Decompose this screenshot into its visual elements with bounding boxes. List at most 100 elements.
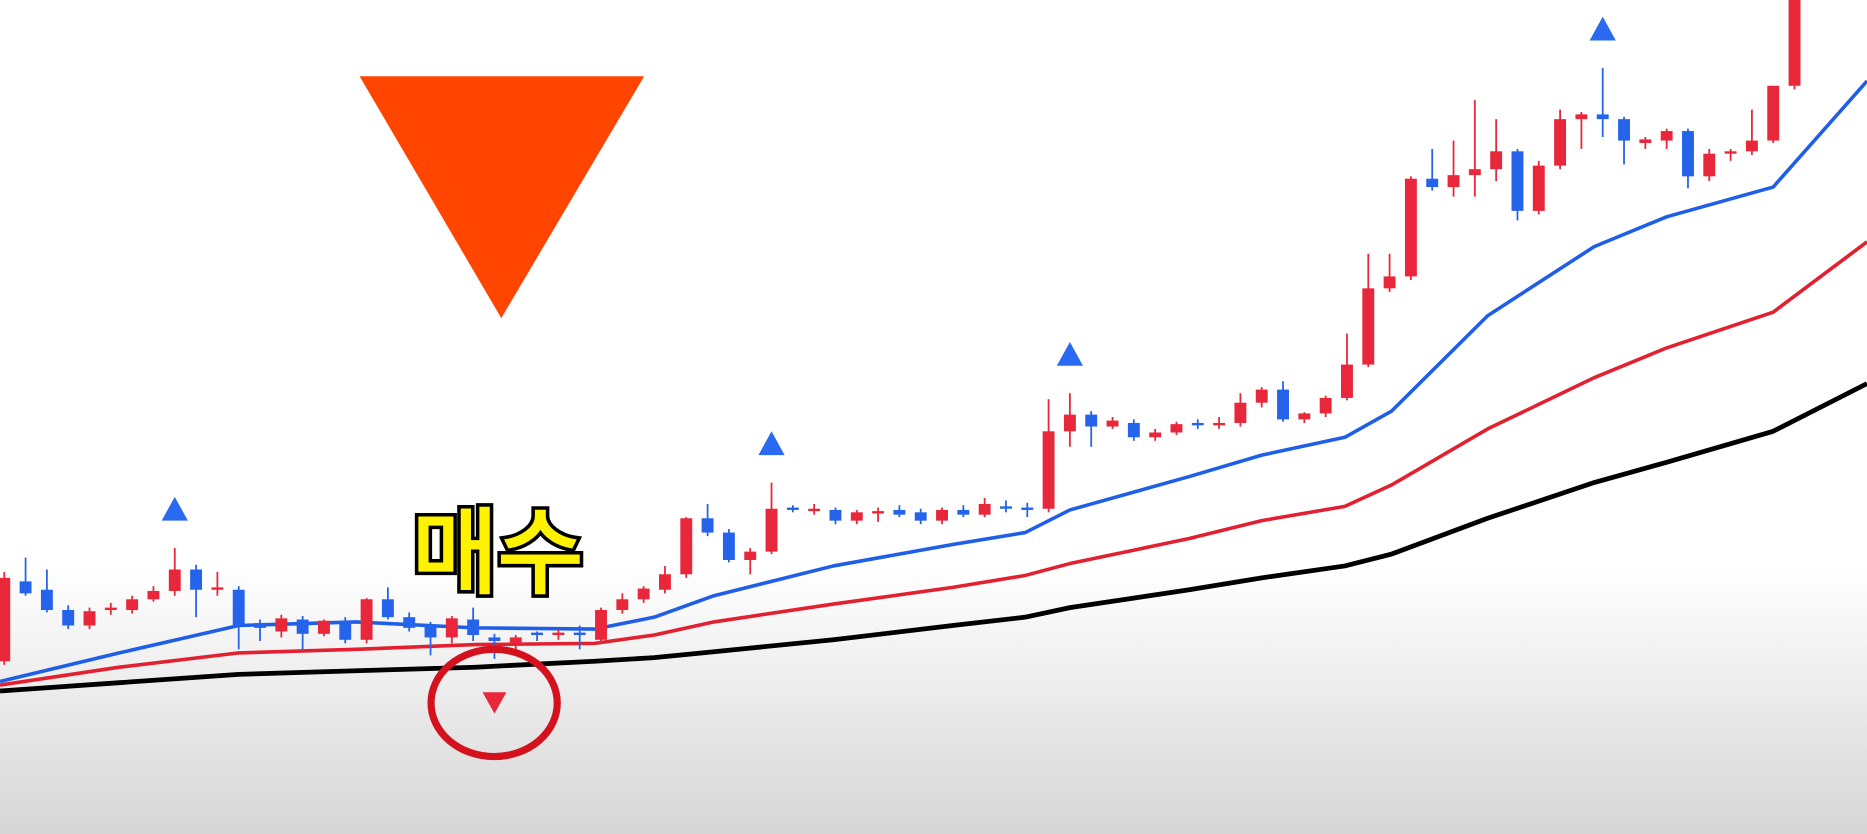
- candle-body: [1000, 506, 1012, 509]
- candle-body: [19, 581, 32, 594]
- candle-body: [403, 617, 416, 628]
- candle-body: [381, 599, 394, 618]
- up-marker: [1589, 16, 1616, 41]
- candle-body: [573, 632, 586, 636]
- candle-body: [275, 618, 288, 632]
- candle-body: [829, 509, 842, 521]
- candle-body: [872, 511, 885, 514]
- candle-body: [424, 625, 437, 638]
- candle-body: [83, 611, 96, 626]
- moving-average-line: [0, 240, 1867, 687]
- candle-body: [296, 619, 309, 634]
- candle-body: [339, 620, 352, 640]
- candle-body: [488, 637, 501, 641]
- candle-body: [40, 589, 53, 611]
- candle-body: [1447, 175, 1460, 188]
- candle-body: [765, 508, 778, 552]
- candle-body: [62, 610, 75, 626]
- candle-body: [232, 589, 245, 626]
- candle-body: [744, 551, 757, 560]
- candle-body: [680, 518, 693, 575]
- candle-body: [1404, 178, 1417, 277]
- candle-body: [1298, 413, 1311, 420]
- candle-body: [957, 509, 970, 515]
- candle-body: [1213, 422, 1226, 426]
- candle-body: [1511, 151, 1524, 211]
- candle-body: [1490, 151, 1503, 170]
- candle-body: [1468, 169, 1481, 176]
- down-marker: [482, 692, 507, 714]
- highlight-circle: [427, 645, 561, 761]
- candle-body: [147, 590, 160, 600]
- candle-body: [1042, 431, 1055, 509]
- candle-body: [1063, 414, 1076, 432]
- moving-averages: [0, 79, 1867, 694]
- candle-body: [659, 574, 671, 590]
- candle-body: [445, 618, 458, 638]
- candle-body: [850, 512, 863, 521]
- candles: [0, 0, 1801, 665]
- candle-body: [808, 508, 821, 512]
- candle-body: [552, 632, 565, 636]
- candle-body: [1341, 364, 1353, 398]
- candle-body: [1639, 139, 1652, 143]
- candle-body: [211, 587, 224, 590]
- candle-body: [1149, 432, 1162, 438]
- candle-body: [914, 512, 927, 521]
- candle-body: [1127, 422, 1140, 438]
- candle-body: [360, 599, 373, 640]
- candle-body: [126, 599, 139, 611]
- candle-body: [254, 623, 266, 628]
- candle-body: [1383, 276, 1396, 289]
- candle-body: [1788, 0, 1801, 86]
- signal-markers: [161, 16, 1616, 714]
- candle-body: [595, 610, 607, 640]
- candle-body: [1255, 389, 1268, 403]
- candle-body: [1319, 397, 1332, 414]
- up-marker: [1056, 341, 1083, 366]
- candle-body: [190, 569, 203, 590]
- candle-body: [893, 509, 906, 515]
- moving-average-line: [0, 381, 1867, 694]
- candle-body: [637, 588, 650, 600]
- candle-body: [722, 532, 735, 560]
- candle-body: [168, 569, 181, 591]
- candle-body: [1767, 85, 1780, 141]
- candle-body: [0, 577, 11, 662]
- moving-average-line: [0, 79, 1867, 684]
- candle-body: [509, 637, 522, 644]
- candle-body: [1021, 507, 1034, 510]
- candle-body: [786, 507, 799, 510]
- candle-body: [467, 619, 480, 636]
- candle-body: [978, 503, 991, 515]
- big-down-arrow: [359, 76, 645, 319]
- candle-body: [1596, 114, 1609, 120]
- candle-body: [1618, 119, 1630, 141]
- up-marker: [161, 496, 188, 521]
- candle-body: [531, 632, 544, 636]
- candle-body: [936, 509, 948, 521]
- candle-body: [1745, 140, 1758, 152]
- candle-body: [1362, 288, 1375, 365]
- candle-body: [1277, 389, 1289, 420]
- candle-body: [1170, 424, 1183, 433]
- candle-body: [1660, 131, 1673, 141]
- candle-body: [701, 518, 714, 533]
- candle-body: [318, 620, 330, 634]
- candle-body: [1703, 153, 1716, 177]
- candle-body: [1554, 119, 1567, 166]
- candle-body: [104, 607, 117, 611]
- candle-body: [1191, 422, 1204, 426]
- up-marker: [758, 431, 785, 456]
- candle-body: [616, 599, 629, 611]
- candle-body: [1532, 165, 1545, 211]
- candle-body: [1106, 420, 1119, 427]
- candle-body: [1085, 414, 1098, 427]
- candle-body: [1682, 131, 1694, 177]
- annotation: 매수: [412, 499, 583, 607]
- candle-body: [1575, 114, 1588, 120]
- candle-body: [1234, 402, 1247, 423]
